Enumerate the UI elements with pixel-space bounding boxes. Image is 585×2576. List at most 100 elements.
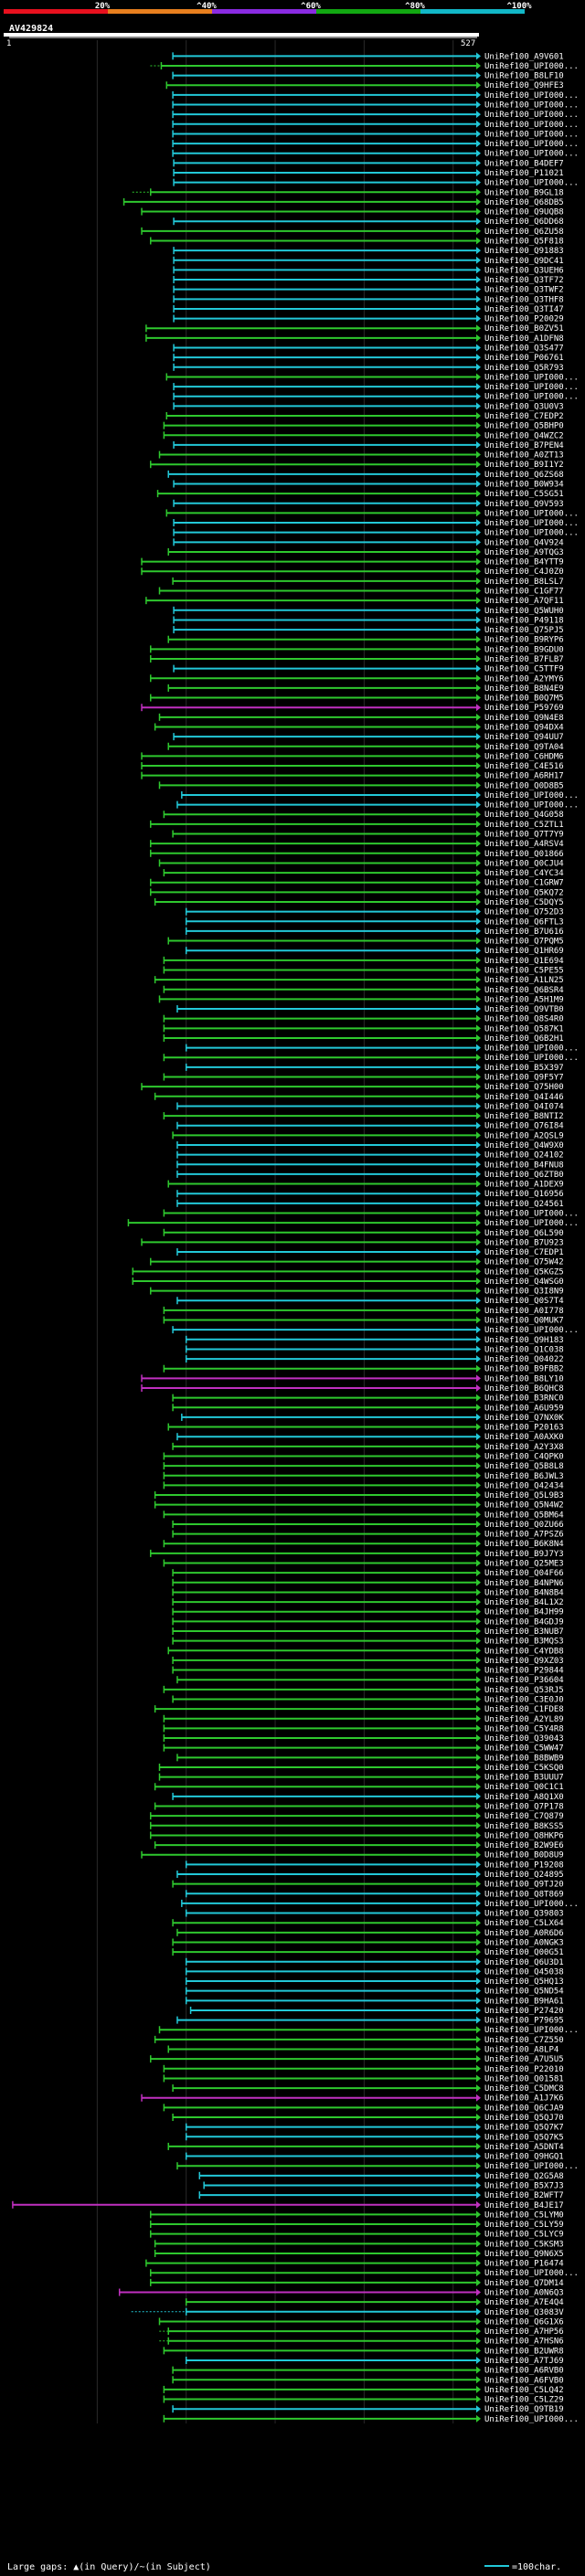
hit-label: UniRef100_UPI000...: [484, 801, 579, 811]
hit-arrow: [476, 2357, 481, 2364]
hit-row: UniRef100_Q9V593: [173, 499, 564, 509]
hit-label: UniRef100_B9GDU0: [484, 645, 564, 654]
hit-arrow: [476, 90, 481, 99]
hit-label: UniRef100_A1DFN8: [484, 334, 564, 344]
hit-row: UniRef100_A1LN25: [154, 976, 564, 985]
hit-arrow: [476, 713, 481, 721]
hit-label: UniRef100_A8Q1X0: [484, 1793, 564, 1802]
hit-row: UniRef100_Q5F818: [150, 237, 564, 246]
hit-arrow: [476, 2249, 481, 2257]
hit-label: UniRef100_A4RSV4: [484, 840, 564, 849]
hit-arrow: [476, 616, 481, 624]
hit-row: UniRef100_P27420: [189, 2006, 564, 2016]
hit-label: UniRef100_UPI000...: [484, 140, 579, 149]
hit-row: UniRef100_C7EDP2: [165, 412, 564, 421]
hit-arrow: [476, 1850, 481, 1859]
hit-label: UniRef100_Q5L9B3: [484, 1491, 564, 1500]
hit-label: UniRef100_Q4WZC2: [484, 431, 564, 440]
hit-label: UniRef100_A2Y3X8: [484, 1443, 564, 1452]
hit-arrow: [476, 2414, 481, 2422]
hit-label: UniRef100_A7QF11: [484, 597, 564, 606]
hit-label: UniRef100_Q7T7Y9: [484, 831, 564, 840]
hit-arrow: [476, 820, 481, 828]
hit-arrow: [476, 2395, 481, 2403]
hit-arrow: [476, 412, 481, 419]
hit-arrow: [476, 1841, 481, 1850]
hit-arrow: [476, 1588, 481, 1596]
hit-label: UniRef100_Q6L590: [484, 1229, 564, 1238]
hit-arrow: [476, 1034, 481, 1042]
hit-label: UniRef100_Q6CJA9: [484, 2104, 564, 2113]
hit-row: UniRef100_Q6CJA9: [163, 2104, 564, 2113]
hit-label: UniRef100_UPI000...: [484, 62, 579, 71]
hit-row: UniRef100_C5LZ29: [163, 2395, 564, 2405]
hit-arrow: [476, 742, 481, 750]
hit-label: UniRef100_C5KSM3: [484, 2240, 564, 2249]
hit-row: UniRef100_B4JE17: [12, 2200, 564, 2210]
hit-arrow: [476, 2259, 481, 2267]
hit-arrow: [476, 197, 481, 206]
hit-arrow: [476, 2133, 481, 2141]
hit-label: UniRef100_Q0C1C1: [484, 1783, 564, 1792]
hit-row: UniRef100_C1FDE8: [154, 1705, 564, 1714]
hit-label: UniRef100_UPI000...: [484, 1209, 579, 1218]
hit-row: UniRef100_A0AXK0: [176, 1433, 564, 1442]
hit-row: UniRef100_B3NUB7: [172, 1627, 564, 1637]
hit-arrow: [476, 1112, 481, 1120]
hit-label: UniRef100_B7PEN4: [484, 441, 564, 451]
hit-label: UniRef100_B8BWB9: [484, 1754, 564, 1763]
hit-label: UniRef100_UPI000...: [484, 1044, 579, 1054]
hit-arrow: [476, 995, 481, 1003]
hit-arrow: [476, 1190, 481, 1198]
hit-row: UniRef100_B7FLB7: [150, 655, 564, 664]
hit-row: UniRef100_Q5ND54: [185, 1987, 564, 1997]
identity-scale-segment: [4, 9, 108, 14]
hit-label: UniRef100_A6RVB0: [484, 2367, 564, 2376]
hit-label: UniRef100_C5LZ29: [484, 2396, 564, 2405]
hit-arrow: [476, 674, 481, 683]
hit-label: UniRef100_Q04F66: [484, 1569, 564, 1578]
hit-arrow: [476, 898, 481, 906]
hit-row: UniRef100_A9TQG3: [167, 547, 564, 557]
hit-row: UniRef100_B0ZV51: [145, 324, 564, 334]
hit-label: UniRef100_A5H1M9: [484, 995, 564, 1004]
hit-arrow: [476, 1180, 481, 1188]
hit-label: UniRef100_A0N6Q3: [484, 2289, 564, 2298]
hit-arrow: [476, 247, 481, 255]
hit-row: UniRef100_A7HSN6: [159, 2337, 564, 2347]
hit-row: UniRef100_A9V601: [172, 52, 564, 61]
hit-row: UniRef100_C7Q879: [150, 1812, 564, 1821]
hit-arrow: [476, 461, 481, 469]
hit-label: UniRef100_Q39803: [484, 1910, 564, 1919]
hit-row: UniRef100_Q04F66: [172, 1569, 564, 1578]
hit-arrow: [476, 2210, 481, 2219]
hit-label: UniRef100_Q7DM14: [484, 2279, 564, 2288]
hit-label: UniRef100_UPI000...: [484, 373, 579, 382]
hit-label: UniRef100_A0NGK3: [484, 1938, 564, 1947]
hit-label: UniRef100_P29844: [484, 1667, 564, 1676]
hit-arrow: [476, 266, 481, 274]
identity-scale-tick: ^60%: [301, 2, 321, 11]
hit-label: UniRef100_Q75H00: [484, 1083, 564, 1092]
hit-arrow: [476, 2200, 481, 2209]
hit-row: UniRef100_Q6FTL3: [185, 917, 564, 927]
hit-arrow: [476, 2376, 481, 2384]
hit-arrow: [476, 985, 481, 993]
hit-arrow: [476, 1170, 481, 1178]
hit-row: UniRef100_C4E516: [141, 762, 564, 771]
hit-arrow: [476, 140, 481, 148]
hit-label: UniRef100_UPI000...: [484, 150, 579, 159]
hit-row: UniRef100_A2YL89: [163, 1714, 564, 1724]
hit-arrow: [476, 684, 481, 692]
hit-label: UniRef100_B0ZV51: [484, 324, 564, 334]
hit-label: UniRef100_UPI000...: [484, 2269, 579, 2278]
hit-label: UniRef100_B8LF10: [484, 72, 564, 81]
hit-label: UniRef100_A0I778: [484, 1307, 564, 1316]
hit-row: UniRef100_B9HA61: [185, 1997, 564, 2006]
hit-row: UniRef100_C3E0J0: [172, 1695, 564, 1704]
hit-arrow: [476, 1773, 481, 1781]
hit-row: UniRef100_A6FVB0: [172, 2376, 564, 2385]
hit-arrow: [476, 1267, 481, 1276]
hit-label: UniRef100_A7E4Q4: [484, 2298, 564, 2307]
hit-arrow: [476, 1783, 481, 1791]
